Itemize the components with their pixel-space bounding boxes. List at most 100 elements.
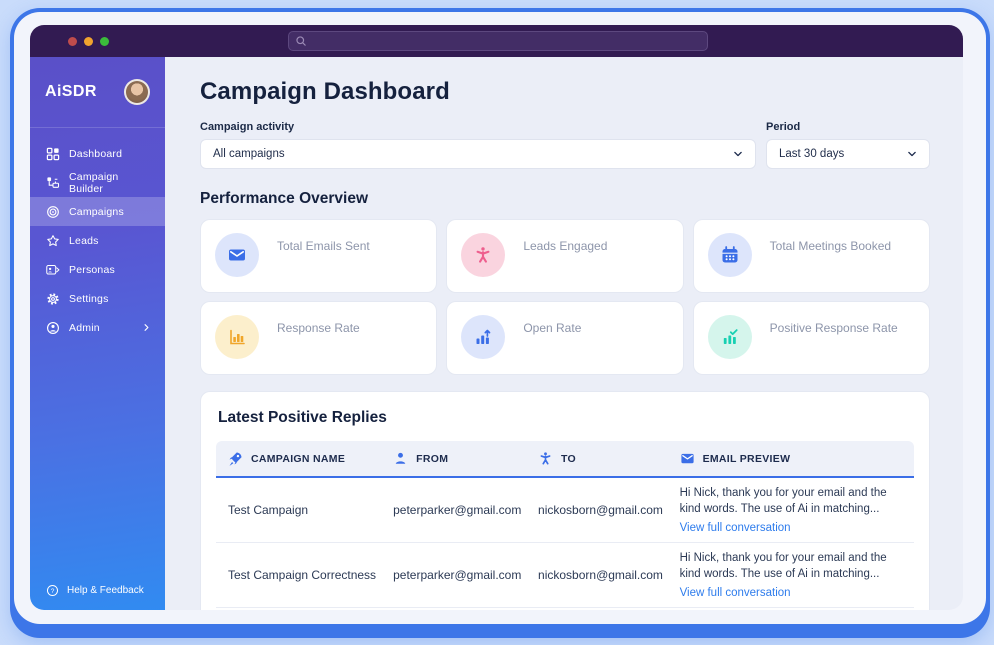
stat-card-label: Total Emails Sent [277, 239, 370, 253]
table-header: CAMPAIGN NAME FROM [216, 441, 914, 478]
stat-card-label: Positive Response Rate [769, 321, 898, 335]
campaign-activity-label: Campaign activity [200, 121, 295, 133]
column-label: TO [561, 452, 577, 465]
sidebar-item-label: Leads [69, 234, 99, 247]
chevron-down-icon [733, 149, 743, 159]
rocket-icon [228, 451, 243, 466]
stat-card-total-meetings-booked: Total Meetings Booked [692, 219, 930, 293]
stat-card-label: Leads Engaged [523, 239, 608, 253]
stat-card-response-rate: Response Rate [200, 301, 438, 375]
sidebar-item-label: Admin [69, 321, 100, 334]
cell-to: nickosborn@gmail.com [538, 568, 663, 583]
titlebar [30, 25, 963, 57]
sidebar-item-personas[interactable]: Personas [30, 255, 165, 284]
envelope-icon [680, 451, 695, 466]
column-header-campaign-name: CAMPAIGN NAME [228, 451, 393, 466]
performance-overview-title: Performance Overview [200, 190, 369, 207]
person-icon [393, 451, 408, 466]
view-full-conversation-link[interactable]: View full conversation [679, 522, 791, 535]
minimize-window-button[interactable] [84, 37, 93, 46]
sidebar-item-label: Campaign Builder [69, 170, 119, 195]
column-header-to: TO [538, 451, 680, 466]
bar-chart-check-icon [707, 315, 752, 359]
stat-card-leads-engaged: Leads Engaged [446, 219, 684, 293]
close-window-button[interactable] [68, 37, 77, 46]
column-header-from: FROM [393, 451, 538, 466]
stat-card-positive-response-rate: Positive Response Rate [692, 301, 930, 375]
cell-to: nickosborn@gmail.com [538, 503, 663, 518]
view-full-conversation-link[interactable]: View full conversation [679, 587, 791, 600]
envelope-icon [215, 233, 259, 277]
page-title: Campaign Dashboard [200, 78, 450, 105]
star-icon [46, 234, 60, 248]
cell-campaign-name: Test Campaign [228, 503, 309, 518]
sidebar-item-campaign-builder[interactable]: Campaign Builder [30, 168, 165, 197]
chevron-right-icon [142, 323, 151, 332]
table-row: Test Campaign peterparker@gmail.com nick… [216, 478, 914, 544]
user-avatar[interactable] [124, 79, 150, 105]
bar-chart-up-icon [461, 315, 506, 359]
filters-row: Campaign activity All campaigns Period [200, 106, 930, 169]
column-label: CAMPAIGN NAME [251, 452, 346, 465]
stat-card-label: Open Rate [523, 321, 582, 335]
brand-logo: AiSDR [45, 83, 97, 100]
help-feedback-button[interactable]: ? Help & Feedback [46, 584, 144, 597]
sidebar-item-label: Dashboard [69, 147, 123, 160]
email-preview-text: Hi Nick, thank you for your email and th… [679, 487, 887, 515]
svg-text:?: ? [51, 588, 55, 595]
persona-card-icon [46, 263, 60, 277]
admin-user-icon [46, 321, 60, 335]
campaign-activity-value: All campaigns [213, 148, 285, 160]
column-label: EMAIL PREVIEW [702, 452, 791, 465]
stat-card-label: Response Rate [277, 321, 360, 335]
period-select[interactable]: Last 30 days [766, 139, 930, 169]
column-label: FROM [416, 452, 449, 465]
gear-icon [46, 292, 60, 306]
cell-email-preview: Hi Nick, thank you for your email and th… [680, 486, 902, 534]
calendar-icon [707, 233, 752, 277]
sidebar-header: AiSDR [30, 57, 165, 128]
target-icon [46, 205, 60, 219]
stat-cards-grid: Total Emails Sent Leads Engaged [200, 219, 930, 375]
campaign-builder-icon [46, 176, 60, 190]
person-open-arms-icon [538, 451, 553, 466]
sidebar-item-dashboard[interactable]: Dashboard [30, 139, 165, 168]
help-feedback-label: Help & Feedback [67, 585, 144, 596]
bar-chart-icon [215, 315, 259, 359]
latest-positive-replies-title: Latest Positive Replies [218, 409, 387, 426]
sidebar-item-admin[interactable]: Admin [30, 313, 165, 342]
cell-from: peterparker@gmail.com [393, 568, 522, 583]
sidebar-item-leads[interactable]: Leads [30, 226, 165, 255]
cell-from: peterparker@gmail.com [393, 503, 522, 518]
person-open-arms-icon [461, 233, 506, 277]
screen: AiSDR Dashboard [30, 25, 963, 610]
sidebar: AiSDR Dashboard [30, 57, 165, 610]
sidebar-nav: Dashboard Campaign Builder [30, 128, 165, 353]
sidebar-item-label: Campaigns [69, 205, 124, 218]
column-header-email-preview: EMAIL PREVIEW [680, 451, 902, 466]
sidebar-item-label: Personas [69, 263, 115, 276]
period-label: Period [766, 121, 801, 133]
cell-email-preview: Hi Nick, thank you for your email and th… [680, 551, 902, 599]
zoom-window-button[interactable] [100, 37, 109, 46]
app-window: AiSDR Dashboard [10, 8, 990, 638]
email-preview-text: Hi Nick, thank you for your email and th… [679, 552, 887, 580]
sidebar-item-label: Settings [69, 292, 109, 305]
table-row: Hi Nick, thank you for your email and th… [216, 608, 914, 610]
campaign-activity-select[interactable]: All campaigns [200, 139, 756, 169]
traffic-lights [68, 37, 109, 46]
address-search-bar[interactable] [288, 31, 708, 51]
stat-card-label: Total Meetings Booked [769, 239, 892, 253]
stat-card-total-emails-sent: Total Emails Sent [200, 219, 438, 293]
main-content: Campaign Dashboard Campaign activity All… [165, 57, 963, 610]
dashboard-grid-icon [46, 147, 60, 161]
table-row: Test Campaign Correctness peterparker@gm… [216, 543, 914, 609]
question-circle-icon: ? [46, 584, 59, 597]
window-frame: AiSDR Dashboard [14, 12, 986, 624]
period-value: Last 30 days [779, 148, 845, 160]
stat-card-open-rate: Open Rate [446, 301, 684, 375]
sidebar-item-settings[interactable]: Settings [30, 284, 165, 313]
latest-positive-replies-card: Latest Positive Replies CAMPAIGN NAME [200, 391, 930, 610]
sidebar-item-campaigns[interactable]: Campaigns [30, 197, 165, 226]
cell-campaign-name: Test Campaign Correctness [228, 568, 377, 583]
